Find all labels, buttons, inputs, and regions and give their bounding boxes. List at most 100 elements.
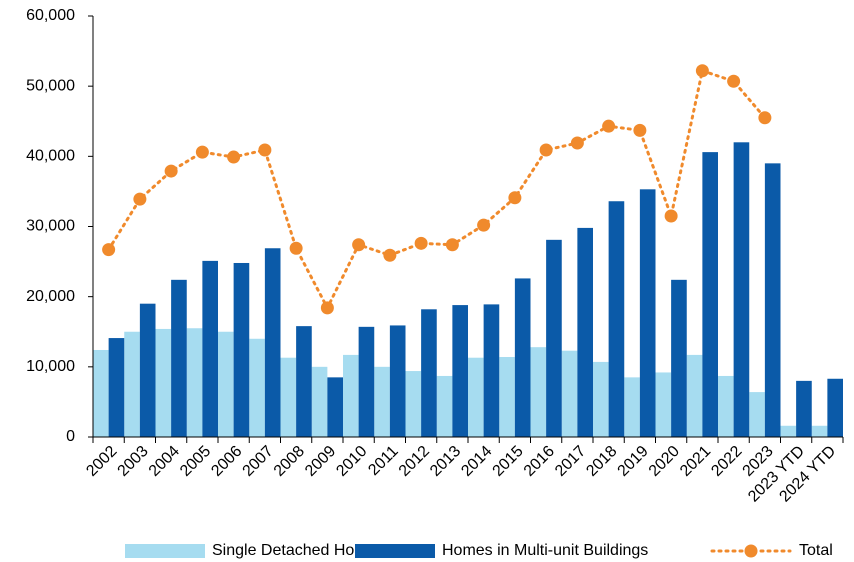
total-point <box>352 238 366 252</box>
x-tick-label: 2007 <box>239 443 276 480</box>
bar <box>374 366 390 437</box>
x-tick-label: 2017 <box>552 443 589 480</box>
bar <box>327 377 343 437</box>
bar <box>280 357 297 437</box>
legend-swatch <box>355 544 435 558</box>
bar <box>718 375 734 437</box>
bar <box>780 425 797 437</box>
bar <box>421 309 437 437</box>
legend-swatch <box>125 544 205 558</box>
total-point <box>445 238 459 252</box>
y-tick-label: 40,000 <box>26 148 75 165</box>
bar <box>108 338 125 437</box>
x-tick-label: 2005 <box>177 443 214 480</box>
total-point <box>289 241 303 255</box>
total-point <box>258 143 272 157</box>
bar <box>249 338 265 437</box>
bar <box>733 142 750 438</box>
bar <box>686 354 703 437</box>
bar <box>139 303 156 437</box>
total-point <box>383 248 397 262</box>
total-point <box>664 209 678 223</box>
total-point <box>102 243 116 257</box>
bar <box>577 227 593 437</box>
bar <box>124 331 140 437</box>
total-point <box>539 143 553 157</box>
total-point <box>758 111 772 125</box>
x-tick-label: 2009 <box>302 443 339 480</box>
y-tick-label: 10,000 <box>26 358 75 375</box>
legend-label: Total <box>799 542 833 559</box>
x-tick-label: 2012 <box>396 443 433 480</box>
bar <box>702 152 718 437</box>
bar <box>93 349 109 437</box>
total-point <box>633 123 647 137</box>
bar <box>639 189 656 437</box>
bar <box>233 262 250 437</box>
bar <box>530 347 547 437</box>
x-tick-label: 2011 <box>365 443 401 479</box>
bar <box>593 361 609 437</box>
total-point <box>508 191 522 205</box>
bar <box>436 375 453 437</box>
bar <box>468 357 484 437</box>
total-point <box>727 74 741 88</box>
bar <box>514 278 531 437</box>
x-tick-label: 2006 <box>208 443 245 480</box>
y-tick-label: 30,000 <box>26 218 75 235</box>
x-tick-label: 2008 <box>271 443 308 480</box>
x-tick-label: 2014 <box>458 443 495 480</box>
legend-marker <box>744 544 758 558</box>
bar <box>796 380 812 437</box>
bar <box>186 328 203 437</box>
total-point <box>695 64 709 78</box>
bar <box>671 279 687 437</box>
x-tick-label: 2022 <box>708 443 745 480</box>
x-tick-label: 2015 <box>489 443 526 480</box>
bar <box>827 378 843 437</box>
bar <box>358 326 375 437</box>
total-point <box>477 218 491 232</box>
x-tick-label: 2002 <box>83 443 120 480</box>
bar <box>296 326 312 437</box>
bar <box>608 201 625 437</box>
bar <box>171 279 187 437</box>
bar <box>218 331 234 437</box>
x-tick-label: 2021 <box>677 443 714 480</box>
total-line <box>107 68 767 312</box>
x-tick-label: 2004 <box>146 443 183 480</box>
total-point <box>195 145 209 159</box>
bar <box>546 239 562 437</box>
bar <box>405 371 422 437</box>
bar <box>389 325 406 437</box>
y-tick-label: 20,000 <box>26 288 75 305</box>
bar <box>202 260 218 437</box>
total-point <box>133 192 147 206</box>
bar <box>264 248 281 437</box>
bar <box>749 392 765 437</box>
total-point <box>320 301 334 315</box>
x-tick-label: 2020 <box>646 443 683 480</box>
x-tick-label: 2013 <box>427 443 464 480</box>
total-point <box>602 119 616 133</box>
bar <box>311 366 328 437</box>
bar <box>811 425 828 437</box>
bar <box>452 305 468 437</box>
total-point <box>570 136 584 150</box>
x-tick-label: 2019 <box>614 443 651 480</box>
bar <box>483 304 500 437</box>
legend-label: Homes in Multi-unit Buildings <box>442 542 648 559</box>
bar <box>499 357 515 437</box>
y-tick-label: 60,000 <box>26 7 75 24</box>
x-tick-label: 2016 <box>521 443 558 480</box>
bar <box>764 163 781 437</box>
total-point <box>227 150 241 164</box>
total-point <box>414 236 428 250</box>
legend-label: Single Detached Homes <box>212 542 385 559</box>
total-point <box>164 164 178 178</box>
x-tick-label: 2003 <box>114 443 151 480</box>
y-tick-label: 0 <box>66 428 75 445</box>
bar <box>655 372 672 437</box>
bar <box>624 377 640 437</box>
